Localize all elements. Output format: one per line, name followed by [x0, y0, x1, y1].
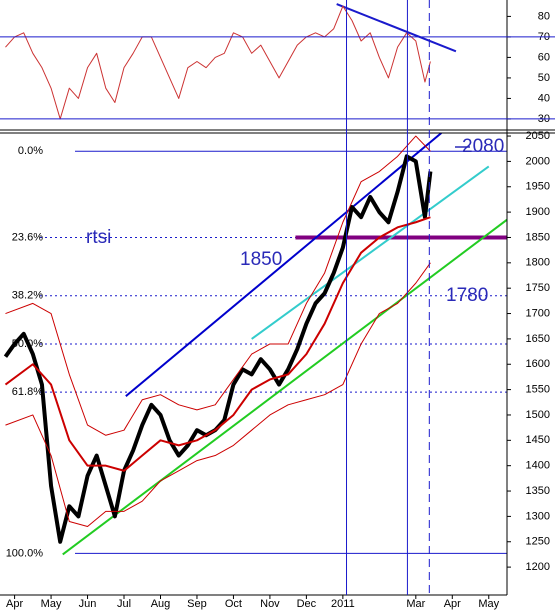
x-tick-label: Jun — [79, 598, 97, 610]
fib-label: 50.0% — [12, 338, 43, 350]
y-tick-label: 1250 — [526, 536, 550, 548]
annotation: 2080 — [462, 136, 504, 157]
y-tick-label: 50 — [538, 72, 550, 84]
x-tick-label: Jul — [117, 598, 131, 610]
y-tick-label: 1300 — [526, 510, 550, 522]
x-tick-label: Dec — [297, 598, 317, 610]
y-tick-label: 1550 — [526, 384, 550, 396]
y-tick-label: 1950 — [526, 181, 550, 193]
y-tick-label: 1800 — [526, 257, 550, 269]
x-tick-label: Apr — [444, 598, 461, 610]
series-line — [5, 5, 431, 120]
x-tick-label: Mar — [406, 598, 425, 610]
y-tick-label: 2050 — [526, 130, 550, 142]
series-line — [3, 154, 433, 544]
y-tick-label: 1850 — [526, 231, 550, 243]
price-panel — [3, 133, 507, 556]
x-tick-label: May — [478, 598, 499, 610]
trend-line — [336, 3, 457, 53]
fib-label: 100.0% — [6, 547, 44, 559]
y-tick-label: 1200 — [526, 561, 550, 573]
y-tick-label: 1650 — [526, 333, 550, 345]
annotation: 1850 — [240, 249, 282, 270]
x-tick-label: Oct — [225, 598, 242, 610]
x-tick-label: Apr — [6, 598, 23, 610]
trend-line — [251, 165, 490, 340]
y-tick-label: 1750 — [526, 282, 550, 294]
x-tick-label: Sep — [187, 598, 207, 610]
series-line — [4, 216, 431, 472]
x-tick-label: 2011 — [331, 598, 355, 610]
fib-label: 61.8% — [12, 386, 43, 398]
y-tick-label: 1500 — [526, 409, 550, 421]
rsi-panel — [5, 3, 457, 120]
y-tick-label: 1700 — [526, 307, 550, 319]
x-tick-label: Nov — [260, 598, 280, 610]
trend-line — [62, 218, 507, 556]
y-tick-label: 1350 — [526, 485, 550, 497]
fib-label: 0.0% — [18, 145, 43, 157]
x-tick-label: May — [41, 598, 62, 610]
y-tick-label: 1450 — [526, 434, 550, 446]
y-tick-label: 1600 — [526, 358, 550, 370]
y-tick-label: 1400 — [526, 460, 550, 472]
y-tick-label: 2000 — [526, 155, 550, 167]
y-tick-label: 1900 — [526, 206, 550, 218]
series-line — [5, 135, 431, 436]
y-tick-label: 80 — [538, 10, 550, 22]
x-tick-label: Aug — [151, 598, 171, 610]
fib-label: 23.6% — [12, 231, 43, 243]
fib-label: 38.2% — [12, 290, 43, 302]
series-line — [5, 262, 431, 528]
y-tick-label: 40 — [538, 92, 550, 104]
trend-line — [125, 133, 442, 397]
y-tick-label: 60 — [538, 51, 550, 63]
annotation: 1780 — [446, 285, 488, 306]
annotation: rtsi — [86, 227, 111, 248]
